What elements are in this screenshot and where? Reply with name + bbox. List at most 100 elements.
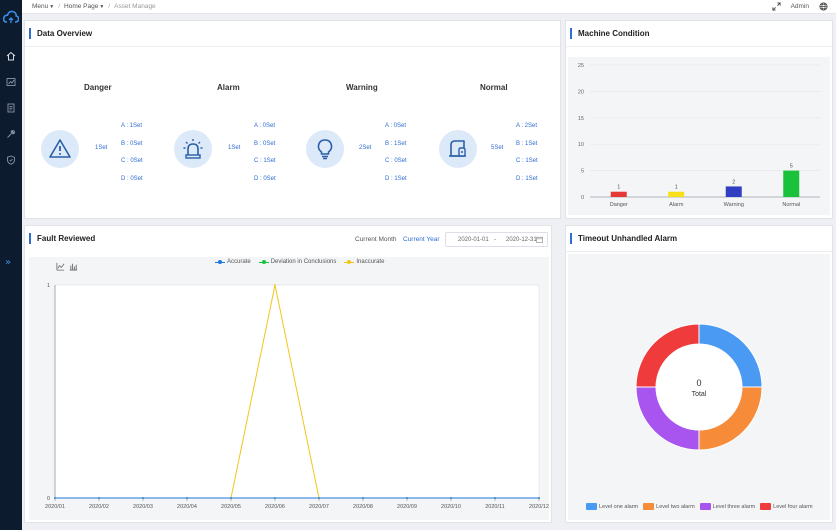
legend-item[interactable]: Level three alarm xyxy=(699,503,755,510)
y-tick-label: 20 xyxy=(578,89,584,95)
panel-header: Fault Reviewed Current Month Current Yea… xyxy=(25,226,551,252)
data-overview-panel: Data Overview Danger 1Set A : 1Set B : 0… xyxy=(24,20,561,219)
breadcrumb-home-page[interactable]: Home Page▼ xyxy=(64,3,104,10)
date-end: 2020-12-31 xyxy=(506,237,537,243)
breakdown-line: D : 0Set xyxy=(254,175,276,182)
series-point xyxy=(98,497,100,499)
document-icon[interactable] xyxy=(5,102,17,114)
line-chart-toggle-icon[interactable] xyxy=(56,262,65,271)
panel-title: Timeout Unhandled Alarm xyxy=(578,234,678,243)
legend-item[interactable]: Level two alarm xyxy=(643,503,695,510)
x-tick-label: 2020/01 xyxy=(45,504,65,510)
legend-marker xyxy=(258,259,269,264)
legend-item[interactable]: Deviation in Conclusions xyxy=(258,259,337,265)
panel-title: Data Overview xyxy=(37,29,93,38)
overview-normal: Normal 5Set A : 2Set B : 1Set C : 1Set D… xyxy=(437,48,567,216)
legend-item[interactable]: Inaccurate xyxy=(344,259,384,265)
x-tick-label: 2020/03 xyxy=(133,504,153,510)
panel-accent-bar xyxy=(570,233,572,244)
y-tick-label: 25 xyxy=(578,63,584,69)
shield-icon[interactable] xyxy=(5,154,17,166)
cloud-logo-icon[interactable] xyxy=(3,10,19,24)
breadcrumb-current: Asset Manage xyxy=(114,3,156,10)
legend-marker xyxy=(344,259,355,264)
overview-breakdown: A : 0Set B : 1Set C : 0Set D : 1Set xyxy=(385,118,407,188)
x-tick-label: 2020/08 xyxy=(353,504,373,510)
legend-item[interactable]: Level one alarm xyxy=(586,503,638,510)
expand-sidebar-button[interactable]: » xyxy=(5,257,12,268)
x-tick-label: 2020/11 xyxy=(485,504,504,510)
series-point xyxy=(142,497,144,499)
overview-alarm: Alarm 1Set A : 0Set B : 0Set C : 1Set D … xyxy=(172,48,302,216)
date-separator: - xyxy=(494,237,496,243)
overview-set-count: 5Set xyxy=(491,145,504,151)
donut-legend: Level one alarm Level two alarm Level th… xyxy=(586,503,813,510)
breadcrumb: Menu▼ / Home Page▼ / Asset Manage xyxy=(32,3,156,10)
x-tick-label: 2020/10 xyxy=(441,504,461,510)
bar-value-label: 1 xyxy=(675,185,678,191)
series-point xyxy=(494,497,496,499)
y-tick-label: 0 xyxy=(47,496,50,502)
chevron-down-icon: ▼ xyxy=(49,4,55,10)
legend-item[interactable]: Level four alarm xyxy=(760,503,813,510)
fault-legend: Accurate Deviation in Conclusions Inaccu… xyxy=(215,259,384,265)
x-tick-label: Alarm xyxy=(669,202,684,208)
breadcrumb-label: Menu xyxy=(32,3,49,10)
donut-center-value: 0 xyxy=(696,378,701,388)
tab-current-year[interactable]: Current Year xyxy=(403,236,440,243)
breadcrumb-separator: / xyxy=(108,3,111,10)
calendar-icon xyxy=(536,236,543,243)
breakdown-line: D : 1Set xyxy=(516,175,538,182)
machine-chart-area: 0 5 10 15 20 25 1 Danger 1 Alarm 2 Warning 5 Normal xyxy=(568,57,830,215)
breakdown-line: C : 1Set xyxy=(254,158,276,164)
lightbulb-icon xyxy=(306,130,344,168)
panel-accent-bar xyxy=(29,233,31,244)
tab-current-month[interactable]: Current Month xyxy=(355,236,397,243)
machine-icon xyxy=(439,130,477,168)
y-tick-label: 5 xyxy=(581,169,584,175)
y-tick-label: 10 xyxy=(578,142,584,148)
sidebar: » xyxy=(0,0,22,530)
legend-label: Level four alarm xyxy=(773,503,813,510)
overview-set-count: 1Set xyxy=(95,145,108,151)
breadcrumb-separator: / xyxy=(58,3,61,10)
bar xyxy=(783,170,800,197)
fullscreen-icon[interactable] xyxy=(772,2,781,11)
date-range-picker[interactable]: 2020-01-01 - 2020-12-31 xyxy=(445,232,548,247)
wrench-icon[interactable] xyxy=(5,128,17,140)
overview-title: Warning xyxy=(346,83,378,92)
breakdown-line: D : 1Set xyxy=(385,175,407,182)
x-tick-label: Warning xyxy=(724,202,744,208)
overview-breakdown: A : 1Set B : 0Set C : 0Set D : 0Set xyxy=(121,118,143,188)
overview-danger: Danger 1Set A : 1Set B : 0Set C : 0Set D… xyxy=(39,48,169,216)
panel-accent-bar xyxy=(570,28,572,39)
chevron-down-icon: ▼ xyxy=(99,4,105,10)
bar xyxy=(668,191,685,197)
legend-label: Inaccurate xyxy=(356,259,385,265)
bar-value-label: 2 xyxy=(732,179,735,185)
home-icon[interactable] xyxy=(5,50,17,62)
bar-chart-toggle-icon[interactable] xyxy=(69,262,78,271)
legend-dot xyxy=(261,259,266,264)
series-point xyxy=(274,284,276,286)
user-name[interactable]: Admin xyxy=(790,3,809,10)
legend-label: Deviation in Conclusions xyxy=(270,259,337,265)
overview-set-count: 1Set xyxy=(228,145,241,151)
legend-item[interactable]: Accurate xyxy=(215,259,251,265)
machine-condition-chart: 0 5 10 15 20 25 1 Danger 1 Alarm 2 Warning 5 Normal xyxy=(578,63,820,208)
siren-icon xyxy=(174,130,212,168)
panel-title: Machine Condition xyxy=(578,29,650,38)
x-tick-label: 2020/05 xyxy=(221,504,241,510)
series-point xyxy=(450,497,452,499)
breakdown-line: A : 0Set xyxy=(385,123,407,129)
bar xyxy=(725,186,742,197)
breadcrumb-menu[interactable]: Menu▼ xyxy=(32,3,54,10)
overview-set-count: 2Set xyxy=(359,145,372,151)
y-tick-label: 15 xyxy=(578,116,584,122)
globe-icon[interactable] xyxy=(819,2,828,11)
series-point xyxy=(406,497,408,499)
chart-icon[interactable] xyxy=(5,76,17,88)
donut-center-label: Total xyxy=(692,391,707,398)
breakdown-line: C : 0Set xyxy=(121,158,143,164)
legend-swatch xyxy=(760,503,772,510)
